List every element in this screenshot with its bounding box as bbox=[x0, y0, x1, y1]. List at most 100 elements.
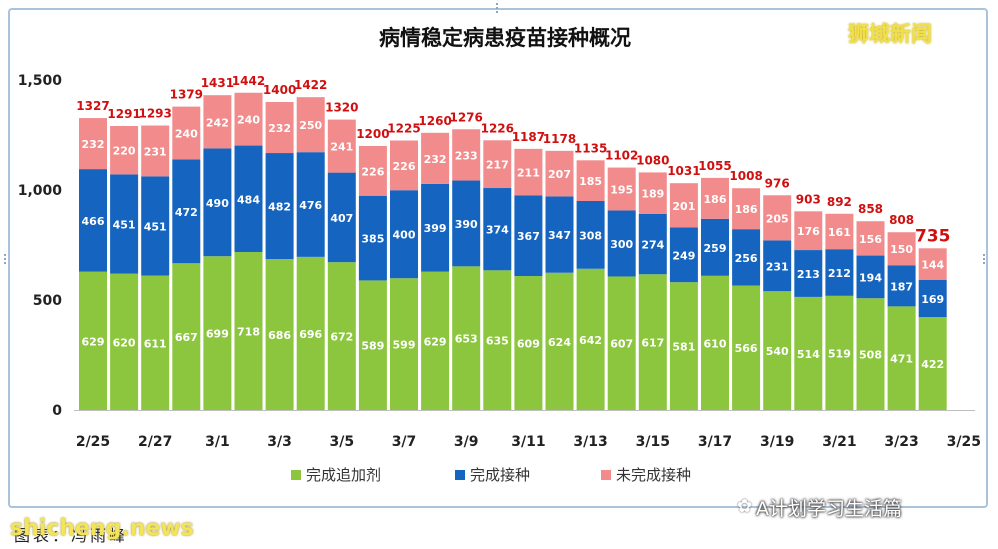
bar-total-label: 976 bbox=[765, 176, 790, 190]
bar-segment bbox=[141, 176, 170, 276]
y-tick-label: 1,500 bbox=[18, 73, 63, 89]
bar-value-label: 599 bbox=[393, 339, 416, 352]
bar-value-label: 620 bbox=[113, 336, 136, 349]
bar-segment bbox=[483, 140, 512, 189]
bar-segment bbox=[390, 140, 418, 191]
bar-stack: 610 259 186 1055 bbox=[698, 159, 732, 410]
bar-segment bbox=[607, 167, 636, 211]
bar-segment bbox=[701, 177, 729, 219]
bar-total-label: 1379 bbox=[170, 88, 203, 102]
bar-segment bbox=[421, 183, 450, 272]
x-tick-label: 3/3 bbox=[267, 434, 292, 450]
bar-value-label: 161 bbox=[828, 226, 851, 239]
bar-value-label: 220 bbox=[113, 145, 136, 158]
bar-segment bbox=[576, 268, 605, 410]
bar-segment bbox=[452, 180, 481, 267]
resize-handle-top[interactable] bbox=[496, 3, 501, 13]
legend-swatch bbox=[455, 470, 465, 480]
x-tick-label: 3/17 bbox=[698, 434, 732, 450]
legend-label: 完成接种 bbox=[470, 466, 530, 484]
bar-total-label: 1291 bbox=[107, 107, 140, 121]
legend-swatch bbox=[601, 470, 611, 480]
bar-value-label: 607 bbox=[610, 338, 633, 351]
bar-total-label: 1226 bbox=[481, 121, 514, 135]
bar-value-label: 233 bbox=[455, 149, 478, 162]
bar-value-label: 629 bbox=[82, 335, 105, 348]
bar-value-label: 642 bbox=[579, 334, 602, 347]
bar-value-label: 169 bbox=[921, 293, 944, 306]
bar-stack: 514 213 176 903 bbox=[794, 192, 823, 410]
bar-value-label: 422 bbox=[921, 358, 944, 371]
bar-stack: 686 482 232 1400 bbox=[263, 83, 296, 410]
bar-stack: 599 400 226 1225 bbox=[387, 122, 421, 410]
bar-value-label: 194 bbox=[859, 271, 882, 284]
bar-segment bbox=[110, 273, 139, 410]
bar-value-label: 259 bbox=[704, 242, 727, 255]
bar-value-label: 589 bbox=[361, 340, 384, 353]
bar-stack: 620 451 220 1291 bbox=[107, 107, 141, 410]
bar-value-label: 232 bbox=[268, 122, 291, 135]
bar-value-label: 617 bbox=[641, 337, 664, 350]
bar-segment bbox=[358, 146, 387, 196]
bar-segment bbox=[358, 195, 387, 281]
legend-swatch bbox=[291, 470, 301, 480]
bar-value-label: 240 bbox=[237, 114, 260, 127]
bar-value-label: 231 bbox=[766, 260, 789, 273]
bar-total-label: 1320 bbox=[325, 101, 358, 115]
bar-value-label: 653 bbox=[455, 333, 478, 346]
bar-value-label: 466 bbox=[82, 215, 105, 228]
bar-value-label: 347 bbox=[548, 229, 571, 242]
bar-total-label: 1442 bbox=[232, 74, 265, 88]
bar-segment bbox=[514, 276, 543, 410]
bar-segment bbox=[638, 274, 667, 410]
chart-title: 病情稳定病患疫苗接种概况 bbox=[379, 26, 631, 50]
bar-value-label: 308 bbox=[579, 229, 602, 242]
bar-value-label: 635 bbox=[486, 335, 509, 348]
bar-value-label: 400 bbox=[393, 229, 416, 242]
bar-stack: 667 472 240 1379 bbox=[170, 88, 203, 410]
bar-value-label: 367 bbox=[517, 230, 540, 243]
bar-value-label: 195 bbox=[610, 184, 633, 197]
bar-total-label: 858 bbox=[858, 202, 883, 216]
bar-segment bbox=[390, 190, 418, 279]
bar-segment bbox=[234, 252, 263, 410]
bar-segment bbox=[638, 172, 667, 214]
bar-segment bbox=[825, 295, 854, 410]
bar-segment bbox=[638, 213, 667, 275]
bar-segment bbox=[856, 298, 885, 410]
bar-segment bbox=[545, 150, 574, 197]
bar-segment bbox=[79, 169, 107, 272]
bar-segment bbox=[483, 188, 512, 271]
bar-stack: 566 256 186 1008 bbox=[729, 169, 763, 410]
bar-segment bbox=[358, 280, 387, 410]
bar-segment bbox=[141, 125, 170, 177]
bar-segment bbox=[763, 195, 792, 241]
bar-segment bbox=[452, 266, 481, 410]
bar-segment bbox=[794, 211, 823, 251]
bar-stack: 696 476 250 1422 bbox=[294, 78, 327, 410]
x-tick-label: 3/13 bbox=[573, 434, 607, 450]
bar-total-label: 1276 bbox=[449, 110, 482, 124]
bar-total-label: 1431 bbox=[201, 76, 234, 90]
resize-handle-right[interactable] bbox=[983, 254, 988, 264]
bar-value-label: 514 bbox=[797, 348, 820, 361]
bar-value-label: 540 bbox=[766, 345, 789, 358]
bar-total-label: 1031 bbox=[667, 164, 700, 178]
bar-segment bbox=[701, 275, 729, 410]
x-tick-label: 3/11 bbox=[511, 434, 545, 450]
bar-stack: 653 390 233 1276 bbox=[449, 110, 483, 410]
bar-value-label: 471 bbox=[890, 353, 913, 366]
bar-segment bbox=[203, 256, 232, 410]
bar-total-label: 1260 bbox=[418, 114, 451, 128]
bar-segment bbox=[669, 183, 698, 228]
bar-segment bbox=[669, 227, 698, 283]
bar-total-label: 1400 bbox=[263, 83, 296, 97]
bar-segment bbox=[141, 275, 170, 410]
legend-label: 完成追加剂 bbox=[306, 466, 381, 484]
bar-segment bbox=[576, 160, 605, 201]
bar-segment bbox=[607, 276, 636, 410]
bar-value-label: 226 bbox=[361, 165, 384, 178]
resize-handle-left[interactable] bbox=[4, 254, 9, 264]
bar-segment bbox=[576, 201, 605, 269]
